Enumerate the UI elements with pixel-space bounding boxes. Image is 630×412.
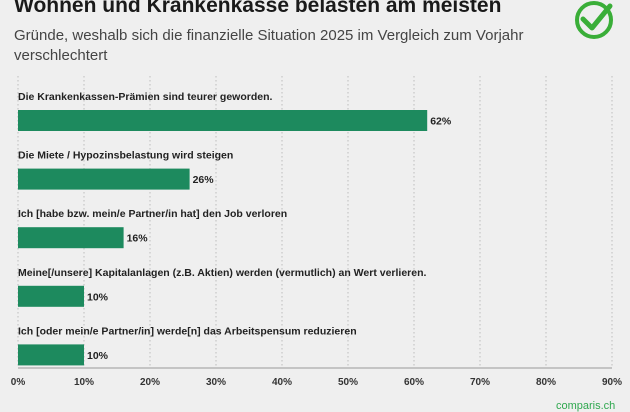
bar (18, 168, 190, 190)
category-label: Ich [oder mein/e Partner/in] werde[n] da… (18, 325, 357, 337)
chart-title: Wohnen und Krankenkasse belasten am meis… (14, 0, 502, 17)
data-label: 62% (430, 116, 452, 128)
x-tick-label: 50% (338, 377, 358, 388)
x-tick-label: 70% (470, 377, 490, 388)
x-tick-label: 90% (602, 377, 622, 388)
x-tick-label: 40% (272, 377, 292, 388)
x-tick-label: 10% (74, 377, 94, 388)
category-label: Meine[/unsere] Kapitalanlagen (z.B. Akti… (18, 267, 427, 279)
category-label: Ich [habe bzw. mein/e Partner/in hat] de… (18, 208, 287, 220)
x-tick-label: 80% (536, 377, 556, 388)
x-tick-label: 0% (11, 377, 26, 388)
bar (18, 344, 84, 366)
data-label: 10% (87, 291, 109, 303)
bar (18, 285, 84, 307)
category-label: Die Miete / Hypozinsbelastung wird steig… (18, 150, 233, 162)
checkmark-circle-icon (575, 1, 613, 39)
category-label: Die Krankenkassen-Prämien sind teurer ge… (18, 91, 273, 103)
bar (18, 227, 124, 249)
brand-logo-text: comparis.ch (556, 400, 616, 412)
data-label: 16% (127, 233, 149, 245)
chart-subtitle: Gründe, weshalb sich die finanzielle Sit… (14, 27, 524, 64)
data-label: 10% (87, 350, 109, 362)
x-tick-label: 20% (140, 377, 160, 388)
x-tick-label: 60% (404, 377, 424, 388)
x-tick-label: 30% (206, 377, 226, 388)
data-label: 26% (193, 174, 215, 186)
bar (18, 110, 428, 131)
